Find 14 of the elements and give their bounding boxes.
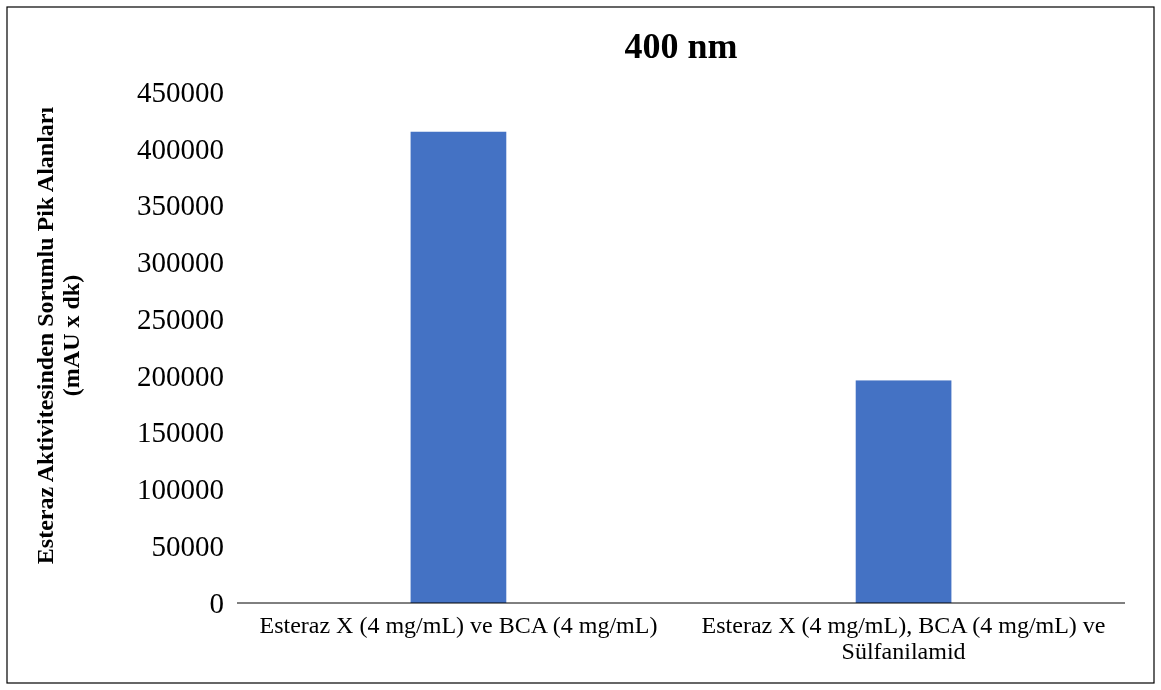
y-tick-label: 0 xyxy=(209,586,224,619)
y-tick-label: 200000 xyxy=(137,359,224,392)
y-tick-label: 450000 xyxy=(137,75,224,108)
y-tick-label: 150000 xyxy=(137,416,224,449)
chart-title: 400 nm xyxy=(624,26,738,66)
y-axis-title: Esteraz Aktivitesinden Sorumlu Pik Alanları (mAU x dk) xyxy=(32,106,84,565)
x-tick-label: Esteraz X (4 mg/mL) ve BCA (4 mg/mL) xyxy=(259,612,658,638)
y-tick-label: 100000 xyxy=(137,473,224,506)
y-tick-label: 300000 xyxy=(137,246,224,279)
y-tick-label: 50000 xyxy=(151,530,224,562)
x-tick-label: Esteraz X (4 mg/mL), BCA (4 mg/mL) ve Sülfanilamid xyxy=(701,612,1106,664)
y-tick-label: 400000 xyxy=(137,132,224,165)
y-tick-label: 250000 xyxy=(137,302,224,335)
y-tick-label: 350000 xyxy=(137,189,224,222)
